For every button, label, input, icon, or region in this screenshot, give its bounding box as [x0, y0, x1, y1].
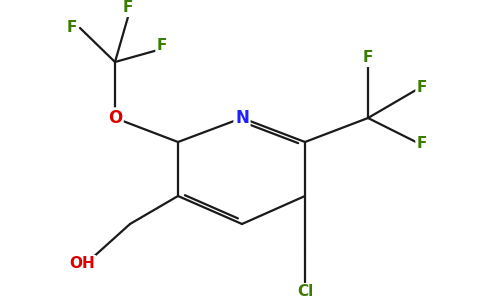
Text: Cl: Cl: [297, 284, 313, 299]
Text: O: O: [108, 109, 122, 127]
Text: F: F: [417, 136, 427, 152]
Text: F: F: [67, 20, 77, 35]
Text: N: N: [235, 109, 249, 127]
Text: F: F: [157, 38, 167, 53]
Text: F: F: [123, 1, 133, 16]
Text: OH: OH: [69, 256, 95, 272]
Text: F: F: [363, 50, 373, 65]
Text: F: F: [417, 80, 427, 95]
